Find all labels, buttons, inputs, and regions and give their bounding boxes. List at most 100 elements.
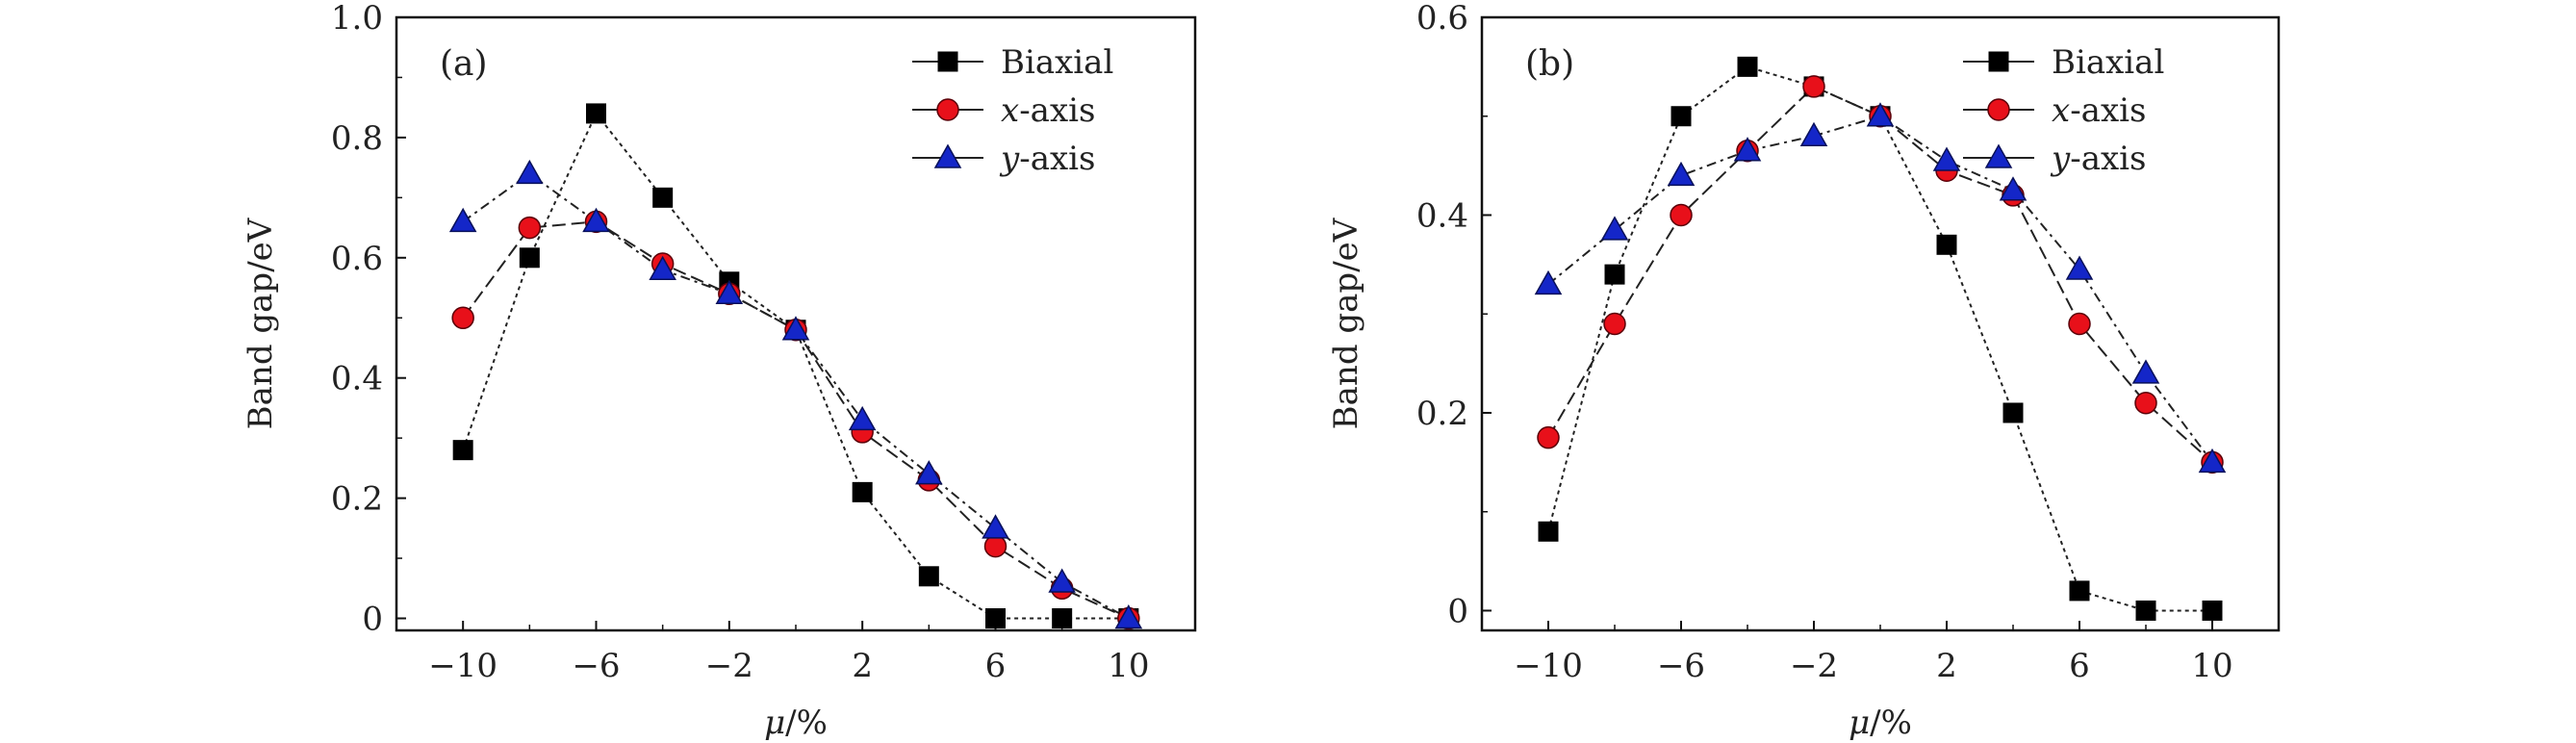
x-tick-label: −6 [1657, 647, 1705, 685]
x-tick-label: 6 [985, 647, 1007, 685]
data-point [1603, 312, 1626, 336]
x-tick-label: −2 [705, 647, 753, 685]
y-tick-label: 0.2 [331, 480, 383, 519]
legend-label-text: -axis [2070, 91, 2146, 130]
y-tick-label: 0.6 [1416, 0, 1468, 38]
data-point [652, 187, 674, 208]
y-tick-label: 0.4 [1416, 196, 1468, 235]
data-point [1600, 216, 1629, 241]
series-line [462, 172, 1130, 620]
series-line [462, 112, 1129, 620]
legend-label-text: -axis [1019, 140, 1095, 178]
data-point [1936, 234, 1957, 255]
y-tick-label: 0.4 [331, 360, 383, 398]
y-tick-label: 0 [362, 601, 383, 639]
data-point [1052, 608, 1073, 629]
data-point [2135, 600, 2156, 621]
legend-label: y-axis [999, 140, 1095, 178]
legend-label-variable: x [1001, 91, 1019, 130]
legend-label: Biaxial [2052, 43, 2164, 82]
y-axis-title: Band gap/eV [1327, 217, 1365, 429]
panel-a: −10 −6 −2 2 6 10 0 0.2 0.4 0.6 0.8 1.0 μ/% Band gap/e… [242, 0, 1197, 742]
legend-label: x-axis [2052, 91, 2146, 130]
data-point [915, 460, 943, 485]
series-line [1547, 65, 2212, 612]
data-point [982, 514, 1009, 539]
data-point [516, 159, 544, 185]
data-point [715, 279, 744, 305]
data-point [1733, 137, 1762, 162]
data-point [983, 534, 1007, 558]
data-point [1604, 264, 1625, 285]
legend-label-variable: y [2050, 140, 2071, 178]
legend-label: y-axis [2050, 140, 2146, 178]
x-tick-label: −10 [1514, 647, 1583, 685]
data-point [1671, 106, 1692, 127]
data-point [1866, 102, 1895, 127]
legend-label-text: -axis [2070, 140, 2146, 178]
data-point [918, 566, 939, 587]
x-axis-title: μ/% [764, 704, 828, 742]
data-point [1737, 56, 1758, 77]
series-line [462, 220, 1130, 620]
panel-label: (a) [440, 44, 488, 84]
x-axis-unit: /% [785, 704, 828, 742]
data-point [2002, 402, 2024, 423]
x-tick-label: 6 [2069, 647, 2090, 685]
x-axis-variable: μ [764, 704, 785, 742]
data-point [2065, 255, 2094, 280]
data-point [852, 481, 873, 502]
legend-marker [936, 98, 959, 121]
data-point [452, 440, 473, 461]
data-point [1802, 75, 1825, 98]
data-point [448, 207, 477, 233]
data-point [1538, 521, 1559, 542]
data-point [2131, 359, 2160, 384]
legend-marker [1988, 51, 2009, 72]
legend-marker [937, 51, 958, 72]
data-point [2202, 600, 2223, 621]
x-tick-label: 10 [1108, 647, 1149, 685]
y-tick-label: 0 [1447, 592, 1468, 630]
y-tick-label: 1.0 [331, 0, 383, 38]
data-point [985, 608, 1006, 629]
data-point [2134, 391, 2157, 415]
data-point [1537, 425, 1560, 449]
data-point [519, 247, 540, 269]
legend-label-text: Biaxial [2052, 43, 2164, 82]
data-point [2198, 448, 2227, 474]
x-tick-label: −2 [1790, 647, 1838, 685]
x-tick-label: −6 [572, 647, 620, 685]
y-tick-label: 0.8 [331, 119, 383, 158]
data-point [1799, 121, 1828, 147]
legend-label: x-axis [1001, 91, 1095, 130]
data-point [1114, 603, 1143, 629]
y-tick-label: 0.6 [331, 240, 383, 278]
x-axis-variable: μ [1849, 704, 1870, 742]
legend-label-variable: y [999, 140, 1020, 178]
data-point [848, 405, 877, 431]
data-point [586, 103, 606, 124]
legend-label-text: Biaxial [1001, 43, 1113, 82]
x-tick-label: −10 [428, 647, 497, 685]
data-point [518, 216, 542, 240]
data-point [2068, 312, 2091, 336]
y-tick-label: 0.2 [1416, 395, 1468, 433]
x-axis-title: μ/% [1849, 704, 1912, 742]
data-point [451, 306, 474, 330]
data-point [649, 255, 676, 281]
x-axis-unit: /% [1870, 704, 1912, 742]
legend-label-text: -axis [1019, 91, 1095, 130]
legend-marker [1984, 143, 2013, 168]
data-point [1670, 203, 1693, 227]
legend-marker [933, 143, 962, 168]
x-tick-label: 10 [2191, 647, 2232, 685]
legend-label-variable: x [2052, 91, 2070, 130]
data-point [2069, 580, 2090, 602]
data-point [1534, 269, 1563, 295]
panel-label: (b) [1525, 44, 1574, 84]
panel-b: −10 −6 −2 2 6 10 0 0.2 0.4 0.6 μ/% Band gap/eV (b) Bi… [1327, 0, 2281, 742]
y-axis-title: Band gap/eV [242, 217, 280, 429]
legend-label: Biaxial [1001, 43, 1113, 82]
